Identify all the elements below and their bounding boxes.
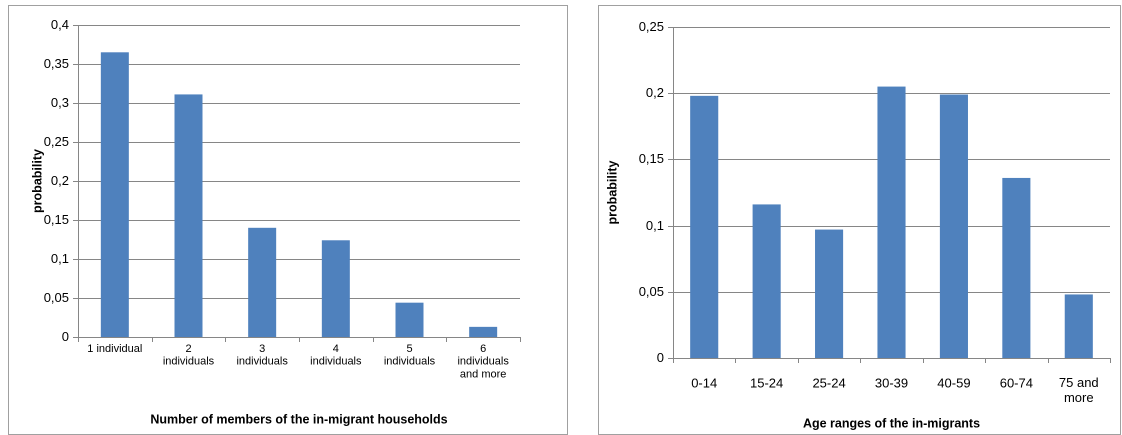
- bar: [690, 95, 719, 359]
- y-tick-label: 0,05: [639, 284, 664, 299]
- y-tick-label: 0,1: [646, 218, 664, 233]
- x-tick-label: 2 individuals: [163, 343, 215, 368]
- y-axis-title: probability: [605, 161, 619, 225]
- x-tick-label: 0-14: [691, 375, 717, 390]
- x-tick-label: 75 and more: [1059, 375, 1099, 405]
- y-tick-label: 0,4: [51, 17, 69, 32]
- x-tick-label: 60-74: [1000, 375, 1033, 390]
- y-tick-label: 0,2: [51, 173, 69, 188]
- y-tick-label: 0,25: [639, 19, 664, 34]
- y-tick-label: 0,05: [44, 290, 69, 305]
- bar: [174, 94, 203, 337]
- x-tick-label: 3 individuals: [236, 343, 288, 368]
- bar: [1064, 294, 1093, 358]
- y-axis-title: probability: [30, 149, 44, 213]
- bar: [248, 227, 277, 337]
- x-tick-label: 15-24: [750, 375, 783, 390]
- bar: [395, 302, 424, 337]
- y-tick-label: 0,1: [51, 251, 69, 266]
- y-tick-label: 0,2: [646, 85, 664, 100]
- bar: [877, 86, 906, 358]
- x-tick-label: 25-24: [812, 375, 845, 390]
- y-tick-label: 0: [62, 329, 69, 344]
- x-tick-label: 5 individuals: [384, 343, 436, 368]
- y-tick-label: 0,15: [639, 151, 664, 166]
- chart-frame: [598, 5, 1121, 435]
- x-tick-label: 1 individual: [87, 343, 142, 355]
- x-tick-label: 30-39: [875, 375, 908, 390]
- y-tick-label: 0: [657, 350, 664, 365]
- x-tick-label: 40-59: [937, 375, 970, 390]
- x-tick-label: 6 individuals and more: [457, 343, 509, 380]
- x-axis-title: Number of members of the in-migrant hous…: [150, 412, 447, 426]
- bar: [939, 94, 968, 359]
- bar: [1002, 177, 1031, 358]
- y-tick-label: 0,3: [51, 95, 69, 110]
- bar: [100, 52, 129, 338]
- y-tick-label: 0,15: [44, 212, 69, 227]
- x-axis-title: Age ranges of the in-migrants: [803, 416, 980, 430]
- bar: [321, 240, 350, 337]
- bar: [815, 229, 844, 358]
- y-tick-label: 0,35: [44, 56, 69, 71]
- bar: [469, 326, 498, 337]
- x-tick-label: 4 individuals: [310, 343, 362, 368]
- y-tick-label: 0,25: [44, 134, 69, 149]
- bar: [752, 204, 781, 358]
